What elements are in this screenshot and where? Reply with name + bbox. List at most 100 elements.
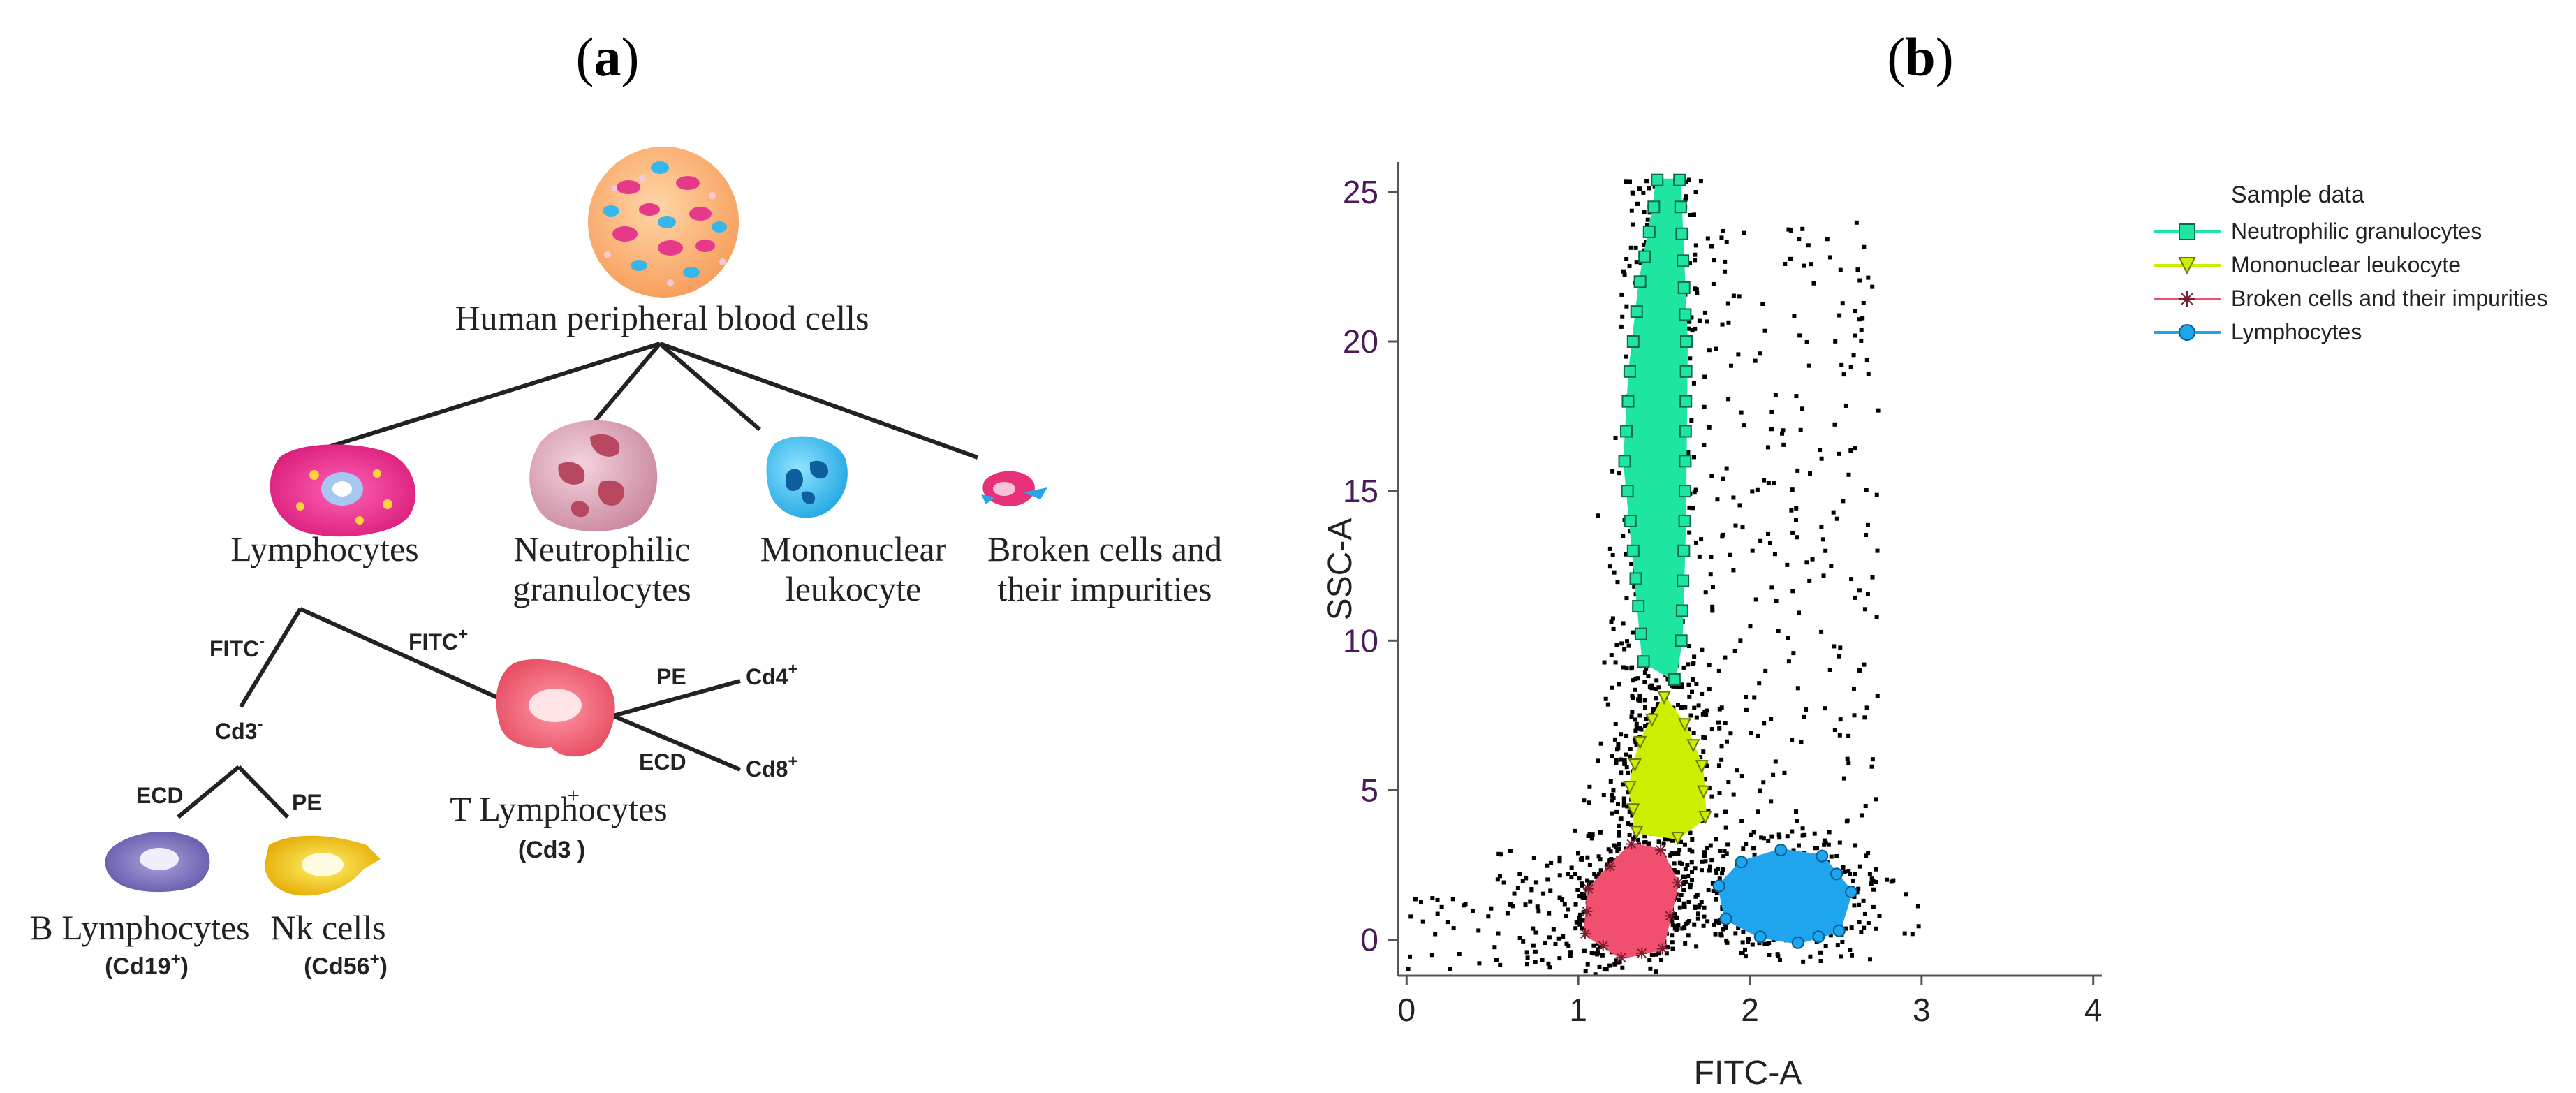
event-dot [1688,882,1693,887]
event-dot [1862,244,1867,249]
event-dot [1642,705,1647,710]
event-dot [1716,668,1721,673]
event-dot [1587,863,1592,867]
gate-marker-asterisk [1604,860,1616,872]
event-dot [1759,835,1764,840]
event-dot [1846,733,1851,738]
event-dot [1637,186,1642,191]
event-dot [1857,278,1862,283]
event-dot [1864,358,1869,362]
event-dot [1711,888,1716,893]
event-dot [1738,638,1743,643]
event-dot [1577,876,1582,881]
event-dot [1612,570,1617,575]
event-dot [1686,874,1691,879]
event-dot [1682,842,1687,847]
gate-marker-asterisk [1582,883,1594,895]
event-dot [1619,757,1624,762]
event-dot [1742,423,1746,428]
event-dot [1767,541,1772,545]
event-dot [1853,595,1857,600]
event-dot [1712,258,1716,263]
event-dot [1818,958,1823,963]
event-dot [1496,931,1501,936]
event-dot [1763,668,1768,673]
event-dot [1851,686,1856,691]
event-dot [1672,861,1677,866]
event-dot [1630,813,1635,818]
event-dot [1699,537,1704,542]
event-dot [1610,469,1615,474]
legend-item: Neutrophilic granulocytes [2154,219,2482,244]
event-dot [1849,577,1854,582]
event-dot [1790,738,1795,742]
event-dot [1723,259,1728,264]
event-dot [1705,846,1709,851]
event-dot [1655,702,1660,707]
gate-marker-square [1619,425,1633,438]
event-dot [1702,914,1707,919]
event-dot [1789,508,1794,513]
event-dot [1642,834,1647,839]
event-dot [1828,933,1833,938]
event-dot [1876,408,1881,413]
event-dot [1802,832,1807,837]
event-dot [1692,455,1697,460]
event-dot [1636,837,1641,842]
gate-marker-square [1634,627,1647,640]
event-dot [1659,958,1664,962]
event-dot [1624,354,1628,359]
gate-marker-asterisk [2179,291,2195,307]
event-dot [1837,733,1842,738]
event-dot [1762,721,1767,726]
event-dot [1751,846,1756,851]
event-dot [1533,930,1538,935]
event-dot [1867,872,1872,876]
event-dot [1694,540,1699,545]
event-dot [1547,965,1552,970]
event-dot [1690,328,1695,333]
fitc-negative-label: FITC- [209,632,265,661]
event-dot [1686,682,1691,687]
event-dot [1574,920,1579,925]
event-dot [1585,962,1590,967]
event-dot [1708,572,1713,577]
event-dot [1690,677,1695,682]
event-dot [1687,694,1692,699]
gate-marker-square [1626,544,1640,557]
event-dot [1875,548,1880,553]
event-dot [1861,300,1866,305]
event-dot [1875,694,1880,698]
scatter-plot: 0 1 2 3 4 0 5 10 15 20 25 FITC-A SSC-A [1322,162,2103,1092]
event-dot [1608,849,1613,854]
event-dot [1856,886,1861,891]
axis-ticks: 0 1 2 3 4 0 5 10 15 20 25 [1343,174,2103,1028]
event-dot [1870,757,1875,762]
event-dot [1837,451,1841,456]
event-dot [1622,647,1627,652]
event-dot [1823,548,1828,553]
event-dot [1600,953,1605,958]
event-dot [1725,940,1730,945]
event-dot [1737,294,1742,299]
event-dot [1711,281,1716,286]
event-dot [1739,819,1744,823]
event-dot [1614,758,1619,763]
event-dot [1801,959,1806,964]
event-dot [1619,641,1624,646]
event-dot [1808,954,1813,959]
event-dot [1719,235,1724,240]
t-lymphocyte-sup: + [567,783,580,808]
gate-marker-square [1624,514,1637,527]
event-dot [1675,703,1680,707]
event-dot [1633,728,1638,733]
event-dot [1769,409,1774,414]
event-dot [1818,448,1823,453]
event-dot [1797,237,1802,242]
event-dot [1674,927,1679,932]
event-dot [1857,864,1862,869]
y-tick-label: 5 [1360,772,1378,808]
event-dot [1762,941,1767,946]
event-dot [1826,842,1831,847]
event-dot [1724,466,1729,471]
